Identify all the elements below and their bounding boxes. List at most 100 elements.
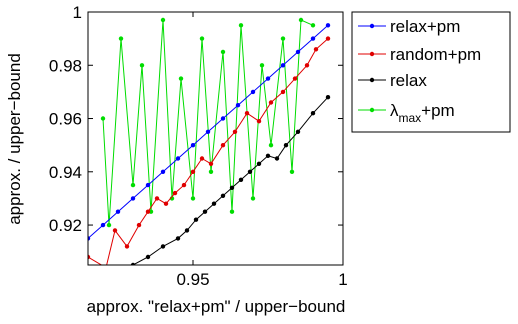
data-point — [184, 228, 190, 233]
data-point — [292, 76, 298, 81]
data-point — [160, 244, 166, 249]
data-point — [181, 182, 187, 188]
y-tick-label: 0.94 — [49, 163, 82, 182]
data-point — [106, 222, 112, 228]
data-point — [202, 209, 208, 214]
data-point — [244, 111, 250, 116]
data-point — [145, 209, 151, 214]
y-tick-label: 1 — [73, 3, 82, 22]
data-point — [310, 111, 316, 116]
data-point — [130, 182, 136, 188]
series-layer — [88, 17, 331, 270]
data-point — [112, 228, 118, 233]
data-point — [124, 244, 130, 249]
legend-swatch-marker — [369, 23, 375, 29]
legend: relax+pm random+pm relax λmax+pm — [351, 11, 511, 133]
x-tick-label: 0.95 — [176, 270, 209, 289]
legend-item: λmax+pm — [358, 101, 455, 125]
data-point — [175, 156, 181, 161]
data-point — [325, 36, 331, 41]
data-point — [250, 196, 256, 201]
y-tick-label: 0.98 — [49, 56, 82, 75]
legend-box — [351, 11, 511, 133]
data-point — [256, 119, 262, 124]
data-point — [310, 36, 316, 41]
data-point — [325, 23, 331, 28]
data-point — [145, 254, 151, 260]
data-point — [115, 209, 121, 214]
series-3 — [130, 95, 331, 265]
data-point — [283, 143, 289, 148]
data-point — [199, 36, 205, 41]
data-point — [268, 100, 274, 105]
data-point — [259, 63, 265, 68]
data-point — [229, 185, 235, 190]
data-point — [220, 143, 226, 148]
data-point — [172, 190, 178, 196]
data-point — [310, 23, 316, 28]
data-point — [190, 143, 196, 148]
data-point — [208, 161, 214, 166]
data-point — [265, 153, 271, 158]
data-point — [208, 169, 214, 174]
data-point — [304, 63, 310, 68]
data-point — [88, 236, 91, 241]
data-point — [238, 23, 244, 28]
data-point — [232, 129, 238, 134]
x-axis-label: approx. "relax+pm" / upper−bound — [87, 297, 346, 316]
data-point — [220, 193, 226, 198]
data-point — [220, 49, 226, 55]
data-point — [211, 201, 217, 206]
data-point — [268, 143, 274, 148]
legend-items: relax+pm random+pm relax λmax+pm — [358, 17, 481, 125]
data-point — [220, 116, 226, 121]
data-point — [325, 95, 331, 100]
data-point — [145, 182, 151, 188]
data-point — [104, 266, 108, 270]
data-point — [130, 196, 136, 201]
y-tick-label: 0.96 — [49, 110, 82, 129]
series-2 — [88, 36, 331, 270]
data-point — [280, 63, 286, 68]
data-point — [100, 116, 106, 121]
data-point — [193, 217, 199, 222]
legend-item: random+pm — [358, 45, 481, 64]
legend-label: random+pm — [390, 45, 481, 64]
series-1 — [88, 23, 331, 241]
data-point — [280, 89, 286, 95]
legend-label: relax+pm — [390, 17, 460, 36]
data-point — [313, 47, 319, 52]
legend-swatch-marker — [369, 51, 375, 57]
data-point — [250, 89, 256, 95]
data-point — [160, 169, 166, 174]
data-point — [256, 161, 262, 166]
y-axis-label: approx. / upper−bound — [5, 53, 24, 225]
data-point — [160, 17, 166, 23]
data-point — [205, 129, 211, 134]
data-point — [235, 103, 241, 108]
data-point — [295, 49, 301, 55]
legend-label: λmax+pm — [390, 101, 455, 125]
x-tick-label: 1 — [338, 270, 347, 289]
y-tick-label: 0.92 — [49, 216, 82, 235]
data-point — [298, 17, 304, 23]
series-line-4 — [102, 19, 314, 226]
legend-item: relax+pm — [358, 17, 460, 36]
data-point — [274, 156, 280, 161]
data-point — [238, 177, 244, 182]
data-point — [199, 156, 205, 161]
data-point — [175, 236, 181, 241]
legend-swatch-marker — [369, 77, 375, 83]
series-4 — [100, 17, 316, 228]
data-point — [190, 196, 196, 201]
data-point — [295, 129, 301, 134]
data-point — [118, 36, 124, 41]
data-point — [136, 222, 142, 228]
data-point — [139, 63, 145, 68]
plot-area-frame — [87, 11, 344, 266]
legend-item: relax — [358, 71, 427, 90]
data-point — [247, 169, 253, 174]
data-point — [190, 169, 196, 174]
data-point — [229, 209, 235, 214]
